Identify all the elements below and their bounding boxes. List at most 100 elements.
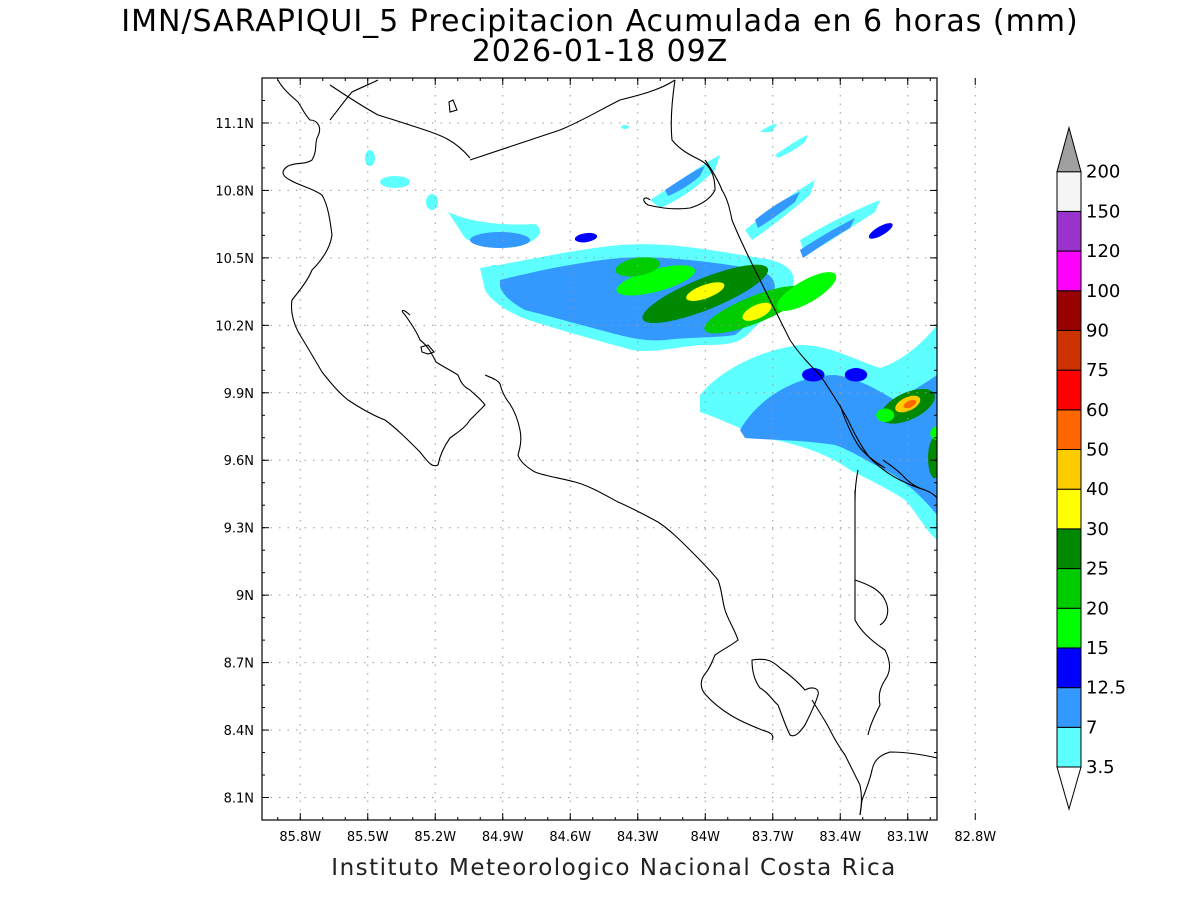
- colorbar-swatch-1: [1056, 687, 1082, 728]
- lat-tick-label: 10.8N: [215, 184, 254, 199]
- chart-title: IMN/SARAPIQUI_5 Precipitacion Acumulada …: [121, 4, 1079, 39]
- colorbar-swatch-4: [1056, 568, 1082, 609]
- lat-tick-label: 9.6N: [224, 454, 254, 469]
- colorbar-label: 20: [1086, 598, 1109, 619]
- colorbar-label: 40: [1086, 479, 1109, 500]
- border-line-north: [882, 459, 926, 491]
- colorbar-label: 100: [1086, 281, 1120, 302]
- longitude-axis: 85.8W 85.5W 85.2W 84.9W 84.6W 84.3W 84W 83.7W 83…: [277, 78, 996, 845]
- colorbar-swatch-14: [1056, 171, 1082, 212]
- colorbar-swatch-12: [1056, 250, 1082, 292]
- colorbar-swatch-10: [1056, 329, 1082, 371]
- coast-bay: [854, 579, 889, 626]
- colorbar-label: 3.5: [1086, 757, 1115, 778]
- lat-tick-label: 9.3N: [224, 522, 254, 537]
- lake-nicaragua-island: [448, 99, 458, 113]
- colorbar-swatch-13: [1056, 210, 1082, 252]
- precip-streak-5: [775, 135, 808, 158]
- lon-tick-label: 83.1W: [887, 830, 929, 845]
- latitude-axis: 11.1N 10.8N 10.5N 10.2N 9.9N 9.6N 9.3N 9N 8.7N 8.…: [215, 77, 937, 807]
- colorbar-label: 50: [1086, 440, 1109, 461]
- precip-streak-3-blue: [800, 218, 855, 258]
- lon-tick-label: 84.3W: [617, 830, 659, 845]
- lake-nicaragua-shore: [329, 79, 379, 121]
- colorbar-label: 120: [1086, 241, 1120, 262]
- colorbar-swatch-11: [1056, 290, 1082, 331]
- lon-tick-label: 85.8W: [279, 830, 321, 845]
- precip-cell-16: [574, 232, 598, 243]
- panama-border: [854, 490, 891, 736]
- precip-blob-2: [380, 176, 410, 188]
- osa-peninsula: [751, 658, 819, 737]
- lat-tick-label: 8.1N: [224, 792, 254, 807]
- colorbar-min-arrow: [1056, 766, 1082, 811]
- lat-tick-label: 10.5N: [215, 252, 254, 267]
- coastlines: [277, 79, 937, 816]
- precip-cell-3: [615, 257, 660, 277]
- burica-peninsula: [859, 751, 937, 816]
- colorbar-swatch-9: [1056, 369, 1082, 411]
- precip-blob-3: [426, 194, 438, 210]
- colorbar: 3.5 7 12.5 15 20 25 30 40 50 60 75 90 100 120 150 200: [1056, 125, 1126, 811]
- pacific-coast-central: [484, 374, 774, 741]
- precip-blob-4: [487, 265, 503, 275]
- lat-tick-label: 8.4N: [224, 724, 254, 739]
- map-frame: [261, 77, 938, 821]
- colorbar-label: 30: [1086, 519, 1109, 540]
- lon-tick-label: 84.9W: [482, 830, 524, 845]
- colorbar-label: 60: [1086, 400, 1109, 421]
- precip-cell-6: [742, 302, 772, 321]
- precip-cell-10: [876, 408, 895, 423]
- precip-streak-2-blue: [755, 192, 800, 228]
- colorbar-swatch-2: [1056, 647, 1082, 689]
- chart-subtitle: 2026-01-18 09Z: [471, 34, 729, 69]
- precip-blob-6: [470, 232, 530, 248]
- colorbar-swatch-6: [1056, 488, 1082, 530]
- precip-cell-14: [930, 426, 937, 441]
- caribbean-coast-south: [704, 159, 937, 499]
- colorbar-label: 200: [1086, 162, 1120, 183]
- border-line-panama-coast: [854, 469, 859, 501]
- colorbar-label: 15: [1086, 638, 1109, 659]
- precip-cell-17: [868, 223, 893, 239]
- precipitation-cells: [574, 223, 974, 479]
- colorbar-swatch-3: [1056, 607, 1082, 649]
- precip-cell-2: [616, 265, 695, 296]
- colorbar-label: 90: [1086, 320, 1109, 341]
- lon-tick-label: 85.5W: [347, 830, 389, 845]
- precip-cell-11: [844, 368, 868, 382]
- credit-text: Instituto Meteorologico Nacional Costa R…: [331, 855, 897, 881]
- precip-cell-13: [928, 437, 937, 479]
- precip-cell-12: [802, 368, 825, 382]
- precip-streak-1-blue: [665, 166, 705, 196]
- precipitation-layer: [365, 124, 974, 540]
- lon-tick-label: 82.8W: [954, 830, 996, 845]
- precip-blob-5: [621, 125, 629, 129]
- precip-cell-4: [776, 272, 837, 312]
- lon-tick-label: 83.7W: [752, 830, 794, 845]
- nicaragua-coast: [277, 79, 486, 467]
- precip-cell-15: [960, 418, 974, 431]
- gulf-nicoya-islands: [420, 344, 435, 355]
- colorbar-label: 150: [1086, 201, 1120, 222]
- coast-south-extension: [839, 404, 886, 469]
- lat-tick-label: 9N: [236, 589, 254, 604]
- panama-pacific-coast: [811, 699, 863, 816]
- lat-tick-label: 8.7N: [224, 657, 254, 672]
- caribbean-coast: [643, 79, 716, 210]
- colorbar-label: 12.5: [1086, 678, 1126, 699]
- colorbar-label: 7: [1086, 717, 1097, 738]
- lat-tick-label: 11.1N: [215, 117, 254, 132]
- colorbar-max-arrow: [1056, 125, 1082, 173]
- lat-tick-label: 10.2N: [215, 319, 254, 334]
- lon-tick-label: 85.2W: [414, 830, 456, 845]
- precip-blob-1: [365, 150, 375, 166]
- lon-tick-label: 84W: [691, 830, 721, 845]
- precip-cell-9: [903, 399, 917, 409]
- graticule: [262, 78, 976, 820]
- colorbar-swatch-7: [1056, 449, 1082, 490]
- lon-tick-label: 83.4W: [819, 830, 861, 845]
- caribbean-coast-north: [469, 79, 676, 161]
- san-juan-river: [329, 84, 471, 159]
